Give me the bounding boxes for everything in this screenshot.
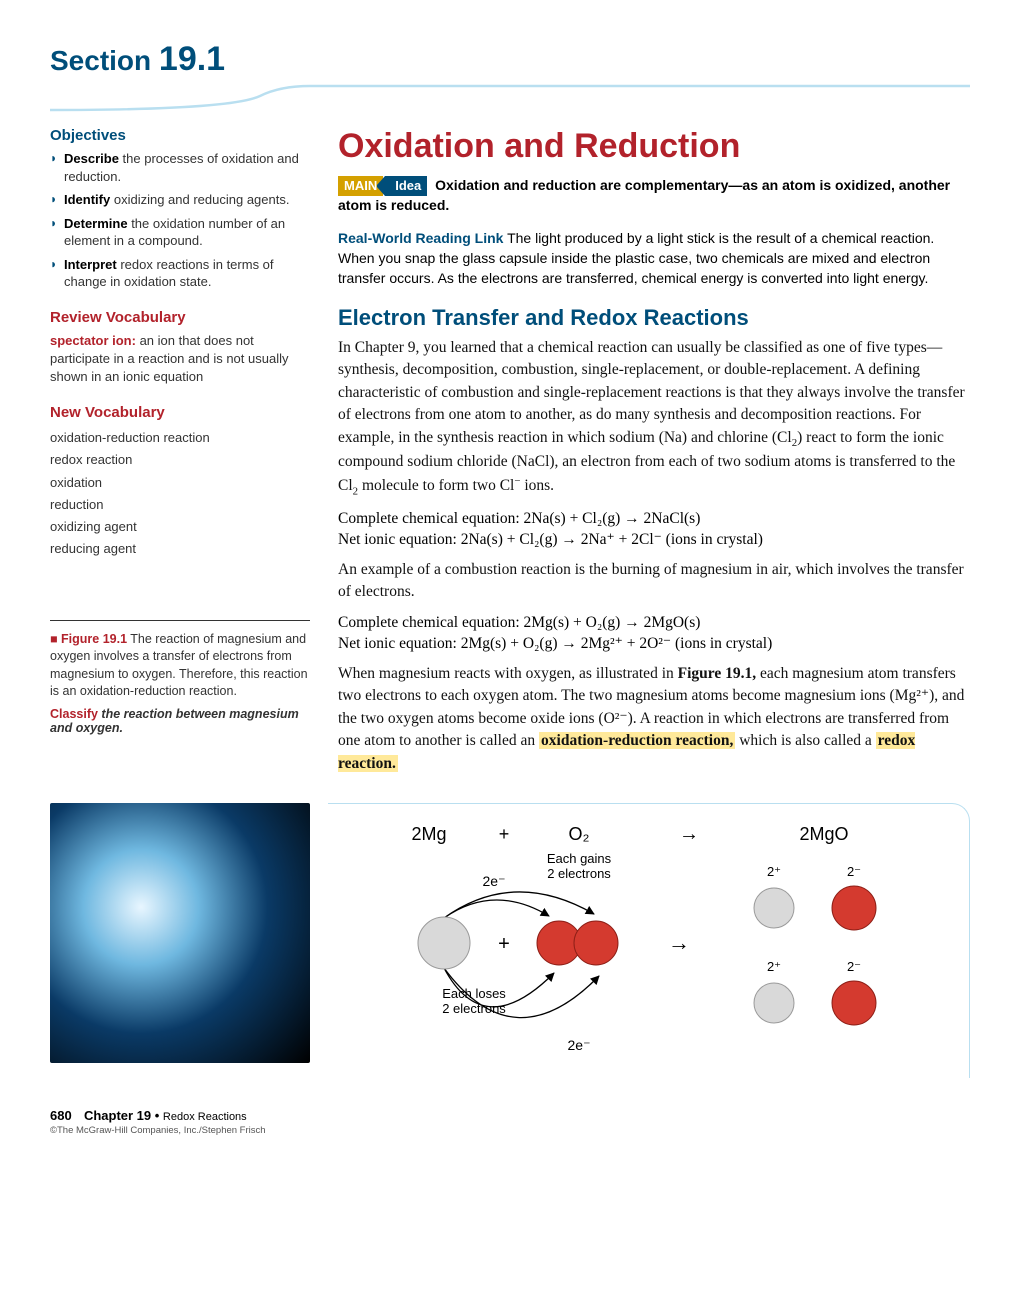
equation: Complete chemical equation: 2Na(s) + Cl₂… bbox=[338, 510, 970, 528]
idea-badge: Idea bbox=[385, 176, 427, 196]
svg-text:2⁻: 2⁻ bbox=[846, 864, 860, 879]
objective-verb: Interpret bbox=[64, 257, 117, 272]
objective-item: Identify oxidizing and reducing agents. bbox=[50, 191, 310, 209]
body-paragraph: In Chapter 9, you learned that a chemica… bbox=[338, 337, 970, 500]
svg-text:2e⁻: 2e⁻ bbox=[567, 1037, 590, 1053]
sidebar-divider bbox=[50, 620, 310, 621]
figure-caption: ■ Figure 19.1 The reaction of magnesium … bbox=[50, 631, 310, 701]
svg-text:2⁺: 2⁺ bbox=[766, 959, 780, 974]
equation-body: 2Mg(s) + O₂(g) → 2Mg²⁺ + 2O²⁻ (ions in c… bbox=[461, 635, 773, 652]
svg-text:2e⁻: 2e⁻ bbox=[482, 873, 505, 889]
objective-verb: Describe bbox=[64, 151, 119, 166]
objective-text: oxidizing and reducing agents. bbox=[110, 192, 289, 207]
photo-credit: ©The McGraw-Hill Companies, Inc./Stephen… bbox=[50, 1125, 970, 1136]
equation-body: 2Mg(s) + O₂(g) → 2MgO(s) bbox=[524, 614, 701, 631]
equation: Net ionic equation: 2Na(s) + Cl₂(g) → 2N… bbox=[338, 530, 970, 549]
objective-item: Describe the processes of oxidation and … bbox=[50, 150, 310, 185]
vocab-item: oxidation-reduction reaction bbox=[50, 427, 310, 449]
vocab-item: reduction bbox=[50, 494, 310, 516]
chapter-label: Chapter 19 • bbox=[84, 1108, 163, 1123]
equation-label: Complete chemical equation: bbox=[338, 614, 524, 631]
objective-item: Interpret redox reactions in terms of ch… bbox=[50, 256, 310, 291]
section-number: 19.1 bbox=[159, 40, 225, 78]
svg-text:→: → bbox=[668, 930, 690, 955]
objective-verb: Determine bbox=[64, 216, 128, 231]
figure-label: Figure 19.1 bbox=[61, 632, 127, 646]
page-title: Oxidation and Reduction bbox=[338, 127, 970, 166]
svg-text:+: + bbox=[498, 933, 510, 955]
header-curve bbox=[50, 84, 970, 112]
real-world-reading-link: Real-World Reading Link The light produc… bbox=[338, 228, 970, 289]
svg-text:2MgO: 2MgO bbox=[799, 824, 848, 844]
equation-body: 2Na(s) + Cl₂(g) → 2NaCl(s) bbox=[524, 510, 701, 527]
objective-verb: Identify bbox=[64, 192, 110, 207]
svg-text:+: + bbox=[498, 824, 509, 844]
figure-ref: Figure 19.1, bbox=[678, 665, 757, 682]
body-paragraph: An example of a combustion reaction is t… bbox=[338, 559, 970, 604]
svg-text:2 electrons: 2 electrons bbox=[442, 1001, 506, 1016]
review-vocab-entry: spectator ion: an ion that does not part… bbox=[50, 332, 310, 387]
new-vocab-list: oxidation-reduction reaction redox react… bbox=[50, 427, 310, 560]
caption-bullet-icon: ■ bbox=[50, 632, 61, 646]
svg-text:Each loses: Each loses bbox=[442, 986, 506, 1001]
svg-text:2⁻: 2⁻ bbox=[846, 959, 860, 974]
review-vocab-heading: Review Vocabulary bbox=[50, 309, 310, 326]
figure-photo bbox=[50, 803, 310, 1063]
reaction-diagram: 2Mg+O₂→2MgOEach gains2 electrons2e⁻Each … bbox=[328, 803, 970, 1078]
svg-text:O₂: O₂ bbox=[568, 824, 589, 844]
chapter-title: Redox Reactions bbox=[163, 1111, 247, 1123]
section-header: Section 19.1 bbox=[50, 40, 970, 79]
vocab-item: oxidizing agent bbox=[50, 516, 310, 538]
equation-body: 2Na(s) + Cl₂(g) → 2Na⁺ + 2Cl⁻ (ions in c… bbox=[461, 531, 763, 548]
objective-item: Determine the oxidation number of an ele… bbox=[50, 215, 310, 250]
classify-prompt: Classify the reaction between magnesium … bbox=[50, 707, 310, 735]
objectives-list: Describe the processes of oxidation and … bbox=[50, 150, 310, 291]
svg-text:2 electrons: 2 electrons bbox=[547, 866, 611, 881]
equation: Complete chemical equation: 2Mg(s) + O₂(… bbox=[338, 614, 970, 632]
svg-text:2Mg: 2Mg bbox=[411, 824, 446, 844]
vocab-item: oxidation bbox=[50, 472, 310, 494]
review-vocab-term: spectator ion: bbox=[50, 333, 136, 348]
section-word: Section bbox=[50, 45, 151, 76]
vocab-item: redox reaction bbox=[50, 449, 310, 471]
svg-text:→: → bbox=[679, 823, 699, 845]
svg-text:Each gains: Each gains bbox=[546, 851, 611, 866]
section-subheading: Electron Transfer and Redox Reactions bbox=[338, 305, 970, 331]
objectives-heading: Objectives bbox=[50, 127, 310, 144]
equation: Net ionic equation: 2Mg(s) + O₂(g) → 2Mg… bbox=[338, 634, 970, 653]
highlighted-term: oxidation-reduction reaction, bbox=[539, 732, 735, 749]
vocab-item: reducing agent bbox=[50, 538, 310, 560]
main-idea: MAINIdea Oxidation and reduction are com… bbox=[338, 176, 970, 216]
body-paragraph: When magnesium reacts with oxygen, as il… bbox=[338, 663, 970, 775]
svg-text:2⁺: 2⁺ bbox=[766, 864, 780, 879]
equation-label: Net ionic equation: bbox=[338, 635, 461, 652]
equation-label: Net ionic equation: bbox=[338, 531, 461, 548]
rwrl-lead: Real-World Reading Link bbox=[338, 230, 503, 246]
new-vocab-heading: New Vocabulary bbox=[50, 404, 310, 421]
page-footer: 680 Chapter 19 • Redox Reactions ©The Mc… bbox=[50, 1108, 970, 1136]
equation-label: Complete chemical equation: bbox=[338, 510, 524, 527]
main-idea-text: Oxidation and reduction are complementar… bbox=[338, 177, 950, 213]
classify-word: Classify bbox=[50, 707, 98, 721]
page-number: 680 bbox=[50, 1108, 72, 1123]
